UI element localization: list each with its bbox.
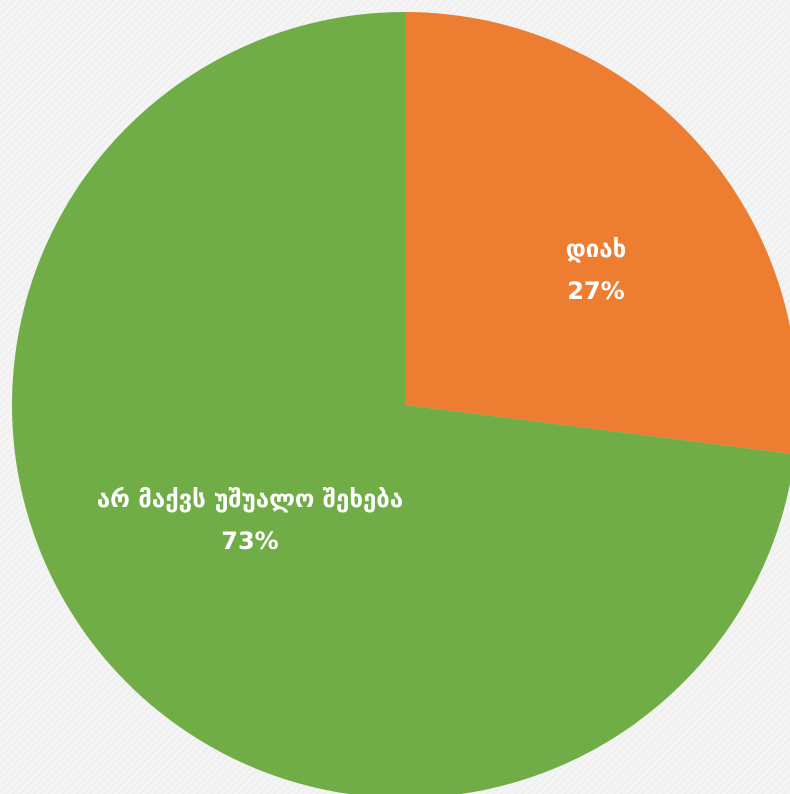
pie-slices [12,12,790,794]
pie-data-labels: დიახ 27% არ მაქვს უშუალო შეხება 73% [97,235,626,555]
pie-slice-1 [12,12,790,794]
slice-value-label-1: 73% [221,527,278,555]
slice-value-label-0: 27% [567,277,624,305]
slice-category-label-0: დიახ [566,235,626,263]
pie-slice-0 [405,12,790,454]
slice-category-label-1: არ მაქვს უშუალო შეხება [97,485,403,513]
